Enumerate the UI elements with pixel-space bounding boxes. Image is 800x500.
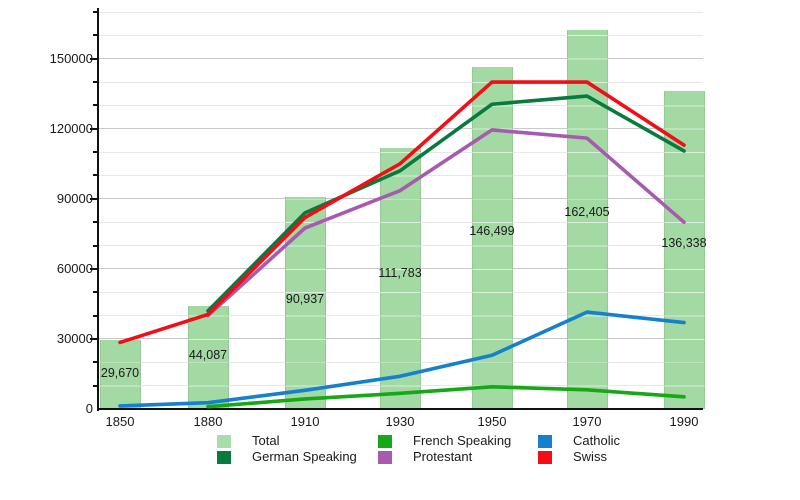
- x-axis-label: 1910: [290, 414, 320, 429]
- legend-item-swiss: Swiss: [538, 450, 607, 464]
- legend-swatch-icon: [378, 434, 392, 448]
- y-major-tick: [90, 197, 98, 200]
- line-french-speaking: [206, 385, 686, 409]
- legend-label: French Speaking: [413, 433, 512, 448]
- bar-value-label: 111,783: [378, 266, 422, 281]
- y-minor-tick: [93, 104, 98, 107]
- y-minor-tick: [93, 314, 98, 317]
- x-axis-label: 1950: [477, 414, 507, 429]
- minor-gridline: [99, 11, 703, 13]
- y-minor-tick: [93, 384, 98, 387]
- bar-value-label: 29,670: [100, 365, 140, 380]
- legend-swatch-icon: [217, 450, 231, 464]
- y-axis-label: 90000: [56, 190, 93, 206]
- legend-label: Catholic: [573, 433, 620, 448]
- y-minor-tick: [93, 361, 98, 364]
- x-axis-label: 1990: [669, 414, 699, 429]
- bar-value-label: 146,499: [469, 224, 515, 239]
- x-axis: [97, 408, 703, 410]
- y-major-tick: [90, 267, 98, 270]
- y-axis-label: 60000: [56, 260, 93, 276]
- bar-value-label: 44,087: [188, 348, 228, 363]
- legend-swatch-icon: [538, 434, 552, 448]
- y-minor-tick: [93, 174, 98, 177]
- y-minor-tick: [93, 244, 98, 247]
- y-axis-label: 0: [85, 401, 93, 416]
- y-major-tick: [90, 337, 98, 340]
- x-axis-label: 1970: [572, 414, 602, 429]
- bar-value-label: 136,338: [661, 236, 707, 251]
- y-minor-tick: [93, 34, 98, 37]
- legend-item-german-speaking: German Speaking: [217, 450, 357, 464]
- y-axis: [97, 8, 99, 411]
- legend-label: German Speaking: [252, 449, 357, 464]
- legend-label: Protestant: [413, 449, 473, 464]
- y-minor-tick: [93, 11, 98, 13]
- legend-swatch-icon: [538, 450, 552, 464]
- y-minor-tick: [93, 291, 98, 294]
- major-gridline: [99, 58, 703, 60]
- x-axis-label: 1930: [385, 414, 415, 429]
- legend-item-catholic: Catholic: [538, 434, 620, 448]
- y-minor-tick: [93, 221, 98, 224]
- bar-value-label: 90,937: [285, 291, 325, 306]
- minor-gridline: [99, 81, 703, 83]
- legend-label: Total: [252, 433, 280, 448]
- y-minor-tick: [93, 151, 98, 154]
- legend-swatch-icon: [217, 434, 231, 448]
- y-major-tick: [90, 57, 98, 60]
- bar-value-label: 162,405: [564, 204, 610, 219]
- y-axis-label: 120000: [49, 120, 93, 136]
- minor-gridline: [99, 34, 703, 36]
- legend-swatch-icon: [378, 450, 392, 464]
- legend-item-total: Total: [217, 434, 279, 448]
- legend-label: Swiss: [573, 449, 607, 464]
- x-axis-label: 1850: [105, 414, 135, 429]
- major-gridline: [99, 128, 703, 130]
- y-minor-tick: [93, 81, 98, 84]
- y-axis-label: 150000: [49, 50, 93, 66]
- legend-item-french-speaking: French Speaking: [378, 434, 511, 448]
- line-protestant: [206, 128, 686, 318]
- minor-gridline: [99, 104, 703, 106]
- y-axis-label: 30000: [56, 330, 93, 346]
- x-axis-label: 1880: [193, 414, 223, 429]
- legend-item-protestant: Protestant: [378, 450, 472, 464]
- y-major-tick: [90, 127, 98, 130]
